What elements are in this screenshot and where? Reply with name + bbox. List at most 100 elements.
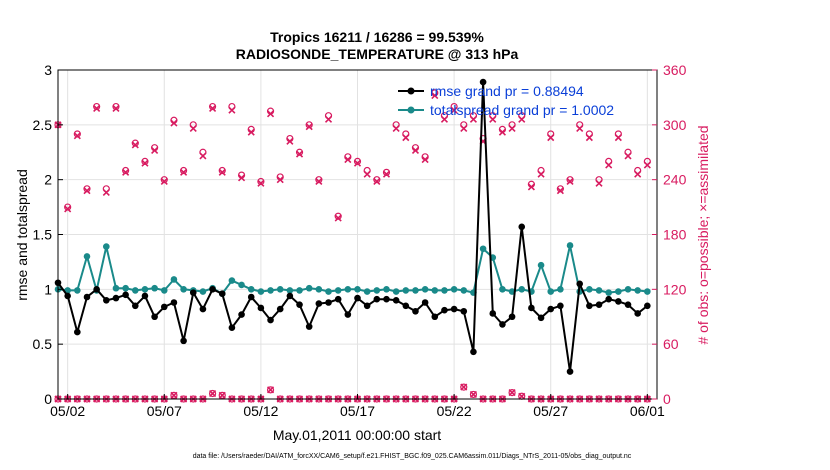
rmse-point bbox=[644, 302, 651, 310]
totalspread-point bbox=[238, 281, 245, 289]
totalspread-point bbox=[344, 286, 352, 293]
legend-rmse-marker bbox=[407, 87, 415, 95]
rmse-point bbox=[595, 301, 603, 308]
totalspread-point bbox=[247, 286, 255, 293]
totalspread-point bbox=[354, 286, 361, 293]
totalspread-point bbox=[383, 286, 390, 293]
obs-possible-point bbox=[305, 121, 313, 129]
rmse-point bbox=[450, 305, 458, 313]
rmse-point bbox=[267, 316, 274, 324]
rmse-point bbox=[605, 295, 612, 303]
totalspread-point bbox=[547, 288, 555, 295]
rmse-point bbox=[354, 294, 361, 302]
obs-rejected-possible-point bbox=[266, 386, 275, 394]
rmse-point bbox=[180, 337, 187, 345]
totalspread-point bbox=[122, 284, 129, 292]
obs-assimilated-point bbox=[122, 168, 130, 176]
obs-assimilated-point bbox=[450, 106, 458, 114]
right-axis: 0 60 120 180 240 300 360 bbox=[652, 62, 687, 407]
obs-assimilated-point bbox=[595, 179, 603, 187]
totalspread-point bbox=[74, 287, 81, 294]
totalspread-point bbox=[373, 287, 381, 294]
rmse-point bbox=[228, 324, 236, 332]
rmse-point bbox=[479, 78, 487, 86]
obs-possible-point bbox=[556, 185, 564, 193]
left-tick-label: 0 bbox=[44, 391, 52, 407]
obs-assimilated-point bbox=[392, 124, 400, 133]
rmse-point bbox=[441, 306, 448, 314]
right-tick-label: 180 bbox=[663, 227, 687, 243]
obs-possible-point bbox=[315, 176, 323, 184]
obs-rejected-possible-point bbox=[460, 383, 468, 391]
totalspread-point bbox=[325, 288, 332, 295]
rmse-point bbox=[334, 295, 342, 303]
obs-assimilated-point bbox=[315, 177, 323, 186]
rmse-point bbox=[83, 293, 91, 301]
obs-assimilated-point bbox=[266, 110, 275, 118]
obs-assimilated-point bbox=[353, 159, 362, 167]
totalspread-point bbox=[257, 288, 265, 295]
rmse-point bbox=[315, 300, 323, 307]
obs-possible-point bbox=[208, 102, 217, 111]
rmse-point bbox=[122, 291, 129, 299]
rmse-point bbox=[537, 314, 545, 322]
rmse-point bbox=[74, 328, 81, 336]
rmse-point bbox=[634, 310, 641, 317]
rmse-point bbox=[218, 290, 226, 298]
totalspread-point bbox=[141, 286, 149, 293]
rmse-point bbox=[209, 286, 216, 293]
obs-assimilated-point bbox=[237, 174, 246, 182]
rmse-point bbox=[363, 302, 371, 310]
obs-assimilated-point bbox=[605, 161, 613, 169]
obs-rejected-possible-point bbox=[508, 389, 516, 397]
totalspread-point bbox=[392, 288, 400, 295]
totalspread-point bbox=[431, 287, 439, 294]
rmse-point bbox=[276, 305, 284, 313]
left-tick-label: 1 bbox=[44, 281, 52, 297]
obs-assimilated-point bbox=[73, 132, 81, 140]
x-tick-label: 05/22 bbox=[437, 403, 472, 419]
rmse-point bbox=[103, 297, 110, 304]
rmse-point bbox=[576, 280, 584, 288]
obs-assimilated-point bbox=[209, 104, 217, 112]
obs-rejected-possible-point bbox=[170, 391, 178, 399]
obs-possible-point bbox=[112, 102, 120, 111]
metric-series bbox=[54, 78, 651, 375]
obs-assimilated-point bbox=[189, 124, 197, 133]
totalspread-point bbox=[267, 287, 274, 294]
left-tick-label: 2.5 bbox=[33, 117, 53, 133]
obs-assimilated-point bbox=[247, 128, 255, 136]
left-axis-label: rmse and totalspread bbox=[14, 169, 30, 301]
right-tick-label: 0 bbox=[663, 391, 671, 407]
totalspread-point bbox=[421, 286, 429, 293]
rmse-point bbox=[238, 311, 245, 318]
totalspread-point bbox=[499, 286, 506, 293]
obs-count-series bbox=[54, 89, 651, 403]
totalspread-point bbox=[305, 284, 313, 292]
totalspread-point bbox=[199, 288, 207, 295]
rmse-point bbox=[93, 286, 100, 293]
obs-rejected-assimilated-point bbox=[460, 383, 468, 391]
rmse-point bbox=[296, 301, 303, 308]
rmse-point bbox=[528, 304, 535, 312]
right-tick-label: 240 bbox=[663, 172, 687, 188]
obs-possible-point bbox=[218, 166, 226, 175]
rmse-point bbox=[392, 297, 400, 304]
rmse-point bbox=[286, 292, 294, 300]
obs-assimilated-point bbox=[151, 146, 159, 154]
obs-assimilated-point bbox=[102, 188, 110, 197]
totalspread-point bbox=[595, 287, 603, 294]
rmse-point bbox=[305, 323, 313, 330]
obs-possible-point bbox=[373, 176, 381, 184]
left-axis: 0 0.5 1 1.5 2 2.5 3 bbox=[33, 62, 63, 407]
obs-rejected-possible-point bbox=[469, 390, 478, 399]
obs-possible-point bbox=[131, 139, 139, 147]
right-tick-label: 360 bbox=[663, 62, 687, 78]
rmse-point bbox=[460, 307, 468, 315]
rmse-point bbox=[344, 311, 352, 318]
obs-rejected-possible-point bbox=[218, 391, 226, 399]
obs-assimilated-point bbox=[141, 159, 149, 167]
totalspread-point bbox=[586, 286, 593, 293]
totalspread-point bbox=[112, 284, 120, 292]
totalspread-point bbox=[170, 276, 178, 283]
